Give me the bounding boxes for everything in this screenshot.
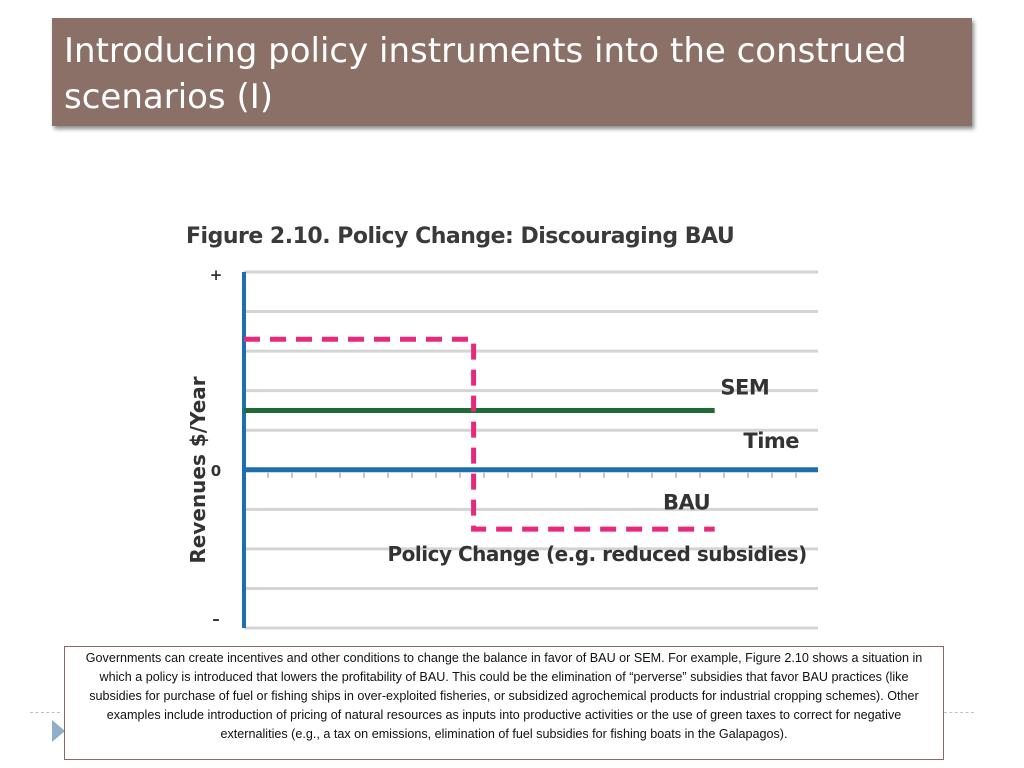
chart-annotation: SEM	[720, 376, 769, 400]
bullet-dash-left	[30, 712, 60, 713]
bullet-dash-right	[944, 712, 974, 713]
y-tick-label: –	[212, 610, 220, 628]
y-tick-label: +	[210, 266, 223, 284]
series-bau-line	[244, 336, 715, 532]
chart-gridlines	[244, 270, 818, 630]
chart-annotation: Policy Change (e.g. reduced subsidies)	[388, 542, 807, 566]
slide-title-bar: Introducing policy instruments into the …	[52, 18, 972, 126]
slide-title: Introducing policy instruments into the …	[64, 31, 907, 117]
chart-labels: SEM Time BAU Policy Change (e.g. reduced su…	[388, 376, 808, 566]
caption-box: Governments can create incentives and ot…	[64, 646, 944, 760]
figure-title: Figure 2.10. Policy Change: Discouraging…	[186, 224, 735, 249]
bullet-arrow-icon	[52, 720, 65, 742]
chart-annotation: Time	[743, 429, 799, 453]
y-tick-label: 0	[211, 462, 221, 480]
chart-annotation: BAU	[663, 490, 710, 514]
chart-axes: +0 – Revenues $/Year	[186, 266, 797, 628]
y-axis-title: Revenues $/Year	[186, 376, 210, 563]
chart-series	[244, 336, 818, 532]
caption-text: Governments can create incentives and ot…	[85, 651, 923, 741]
